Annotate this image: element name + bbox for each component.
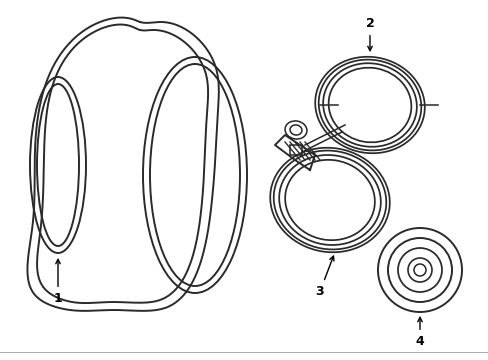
- Text: 4: 4: [415, 317, 424, 348]
- Bar: [289, 145, 302, 155]
- Text: 2: 2: [365, 17, 374, 51]
- Text: 3: 3: [315, 256, 333, 298]
- Text: 1: 1: [54, 259, 62, 305]
